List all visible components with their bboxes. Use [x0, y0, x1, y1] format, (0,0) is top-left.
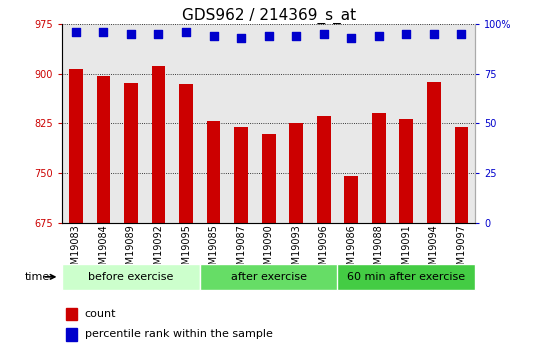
Point — [319, 31, 328, 37]
Point — [210, 33, 218, 39]
Bar — [338, 264, 475, 290]
Bar — [152, 66, 165, 223]
Text: count: count — [85, 309, 116, 319]
Point — [429, 31, 438, 37]
Text: percentile rank within the sample: percentile rank within the sample — [85, 329, 273, 339]
Bar — [97, 76, 110, 223]
Point — [347, 35, 355, 41]
Bar — [455, 127, 468, 223]
Text: after exercise: after exercise — [231, 272, 307, 282]
Bar — [124, 83, 138, 223]
Bar — [289, 123, 303, 223]
Bar — [66, 308, 77, 320]
Bar — [427, 82, 441, 223]
Text: before exercise: before exercise — [88, 272, 174, 282]
Bar — [345, 176, 358, 223]
Point — [126, 31, 135, 37]
Bar — [69, 69, 83, 223]
Bar — [400, 119, 413, 223]
Point — [71, 29, 80, 35]
Text: 60 min after exercise: 60 min after exercise — [347, 272, 465, 282]
Bar — [66, 328, 77, 341]
Point — [265, 33, 273, 39]
Point — [457, 31, 465, 37]
Point — [402, 31, 410, 37]
Title: GDS962 / 214369_s_at: GDS962 / 214369_s_at — [181, 8, 356, 24]
Bar — [262, 134, 275, 223]
Point — [237, 35, 245, 41]
Text: time: time — [24, 272, 50, 282]
Point — [374, 33, 383, 39]
Bar — [207, 121, 220, 223]
Bar — [200, 264, 338, 290]
Point — [292, 33, 300, 39]
Point — [181, 29, 190, 35]
Point — [154, 31, 163, 37]
Point — [99, 29, 108, 35]
Bar — [62, 264, 200, 290]
Bar — [234, 127, 248, 223]
Bar — [317, 116, 330, 223]
Bar — [179, 84, 193, 223]
Bar — [372, 114, 386, 223]
